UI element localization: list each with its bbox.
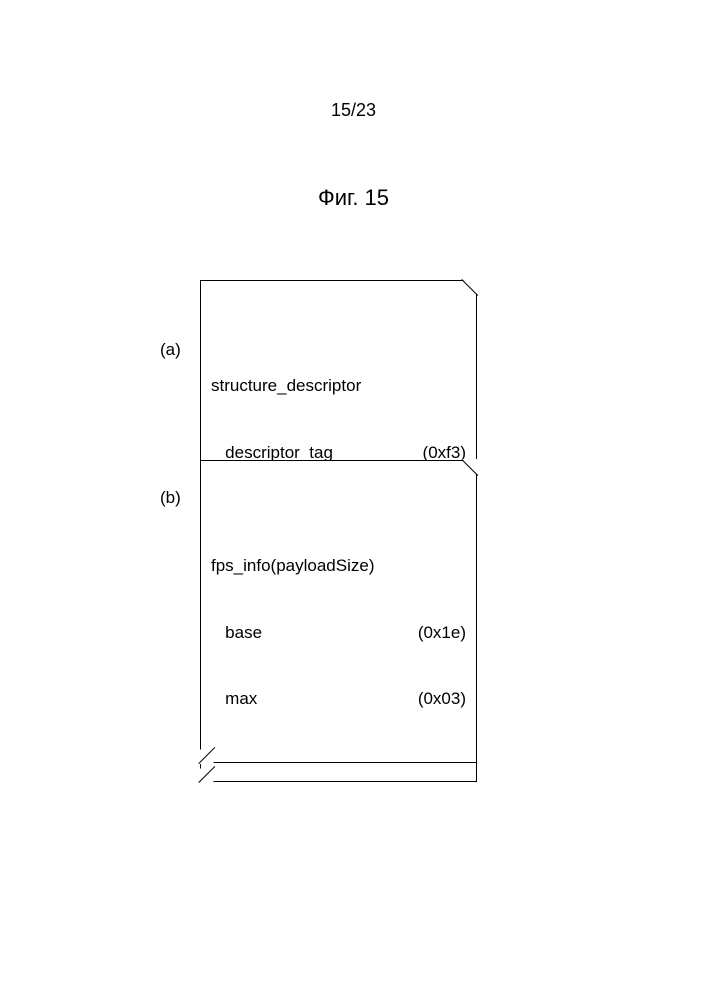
box-b: fps_info(payloadSize) base (0x1e) max (0… <box>200 460 477 763</box>
label-b: (b) <box>160 488 181 508</box>
corner-clip-icon <box>199 767 215 783</box>
label-a: (a) <box>160 340 181 360</box>
page-number: 15/23 <box>0 100 707 121</box>
code-line: base (0x1e) <box>211 622 466 644</box>
corner-clip-icon <box>462 279 478 295</box>
code-line: max (0x03) <box>211 688 466 710</box>
code-val: (0x03) <box>418 688 466 710</box>
code-line: structure_descriptor <box>211 375 466 397</box>
corner-clip-icon <box>199 748 215 764</box>
corner-clip-icon <box>462 459 478 475</box>
code-key: base <box>211 622 262 644</box>
code-key: max <box>211 688 257 710</box>
figure-title: Фиг. 15 <box>0 185 707 211</box>
code-val: (0x1e) <box>418 622 466 644</box>
block-b-wrap: (b) fps_info(payloadSize) base (0x1e) ma… <box>200 460 477 763</box>
page: 15/23 Фиг. 15 (a) structure_descriptor d… <box>0 0 707 1000</box>
code-line: fps_info(payloadSize) <box>211 555 466 577</box>
